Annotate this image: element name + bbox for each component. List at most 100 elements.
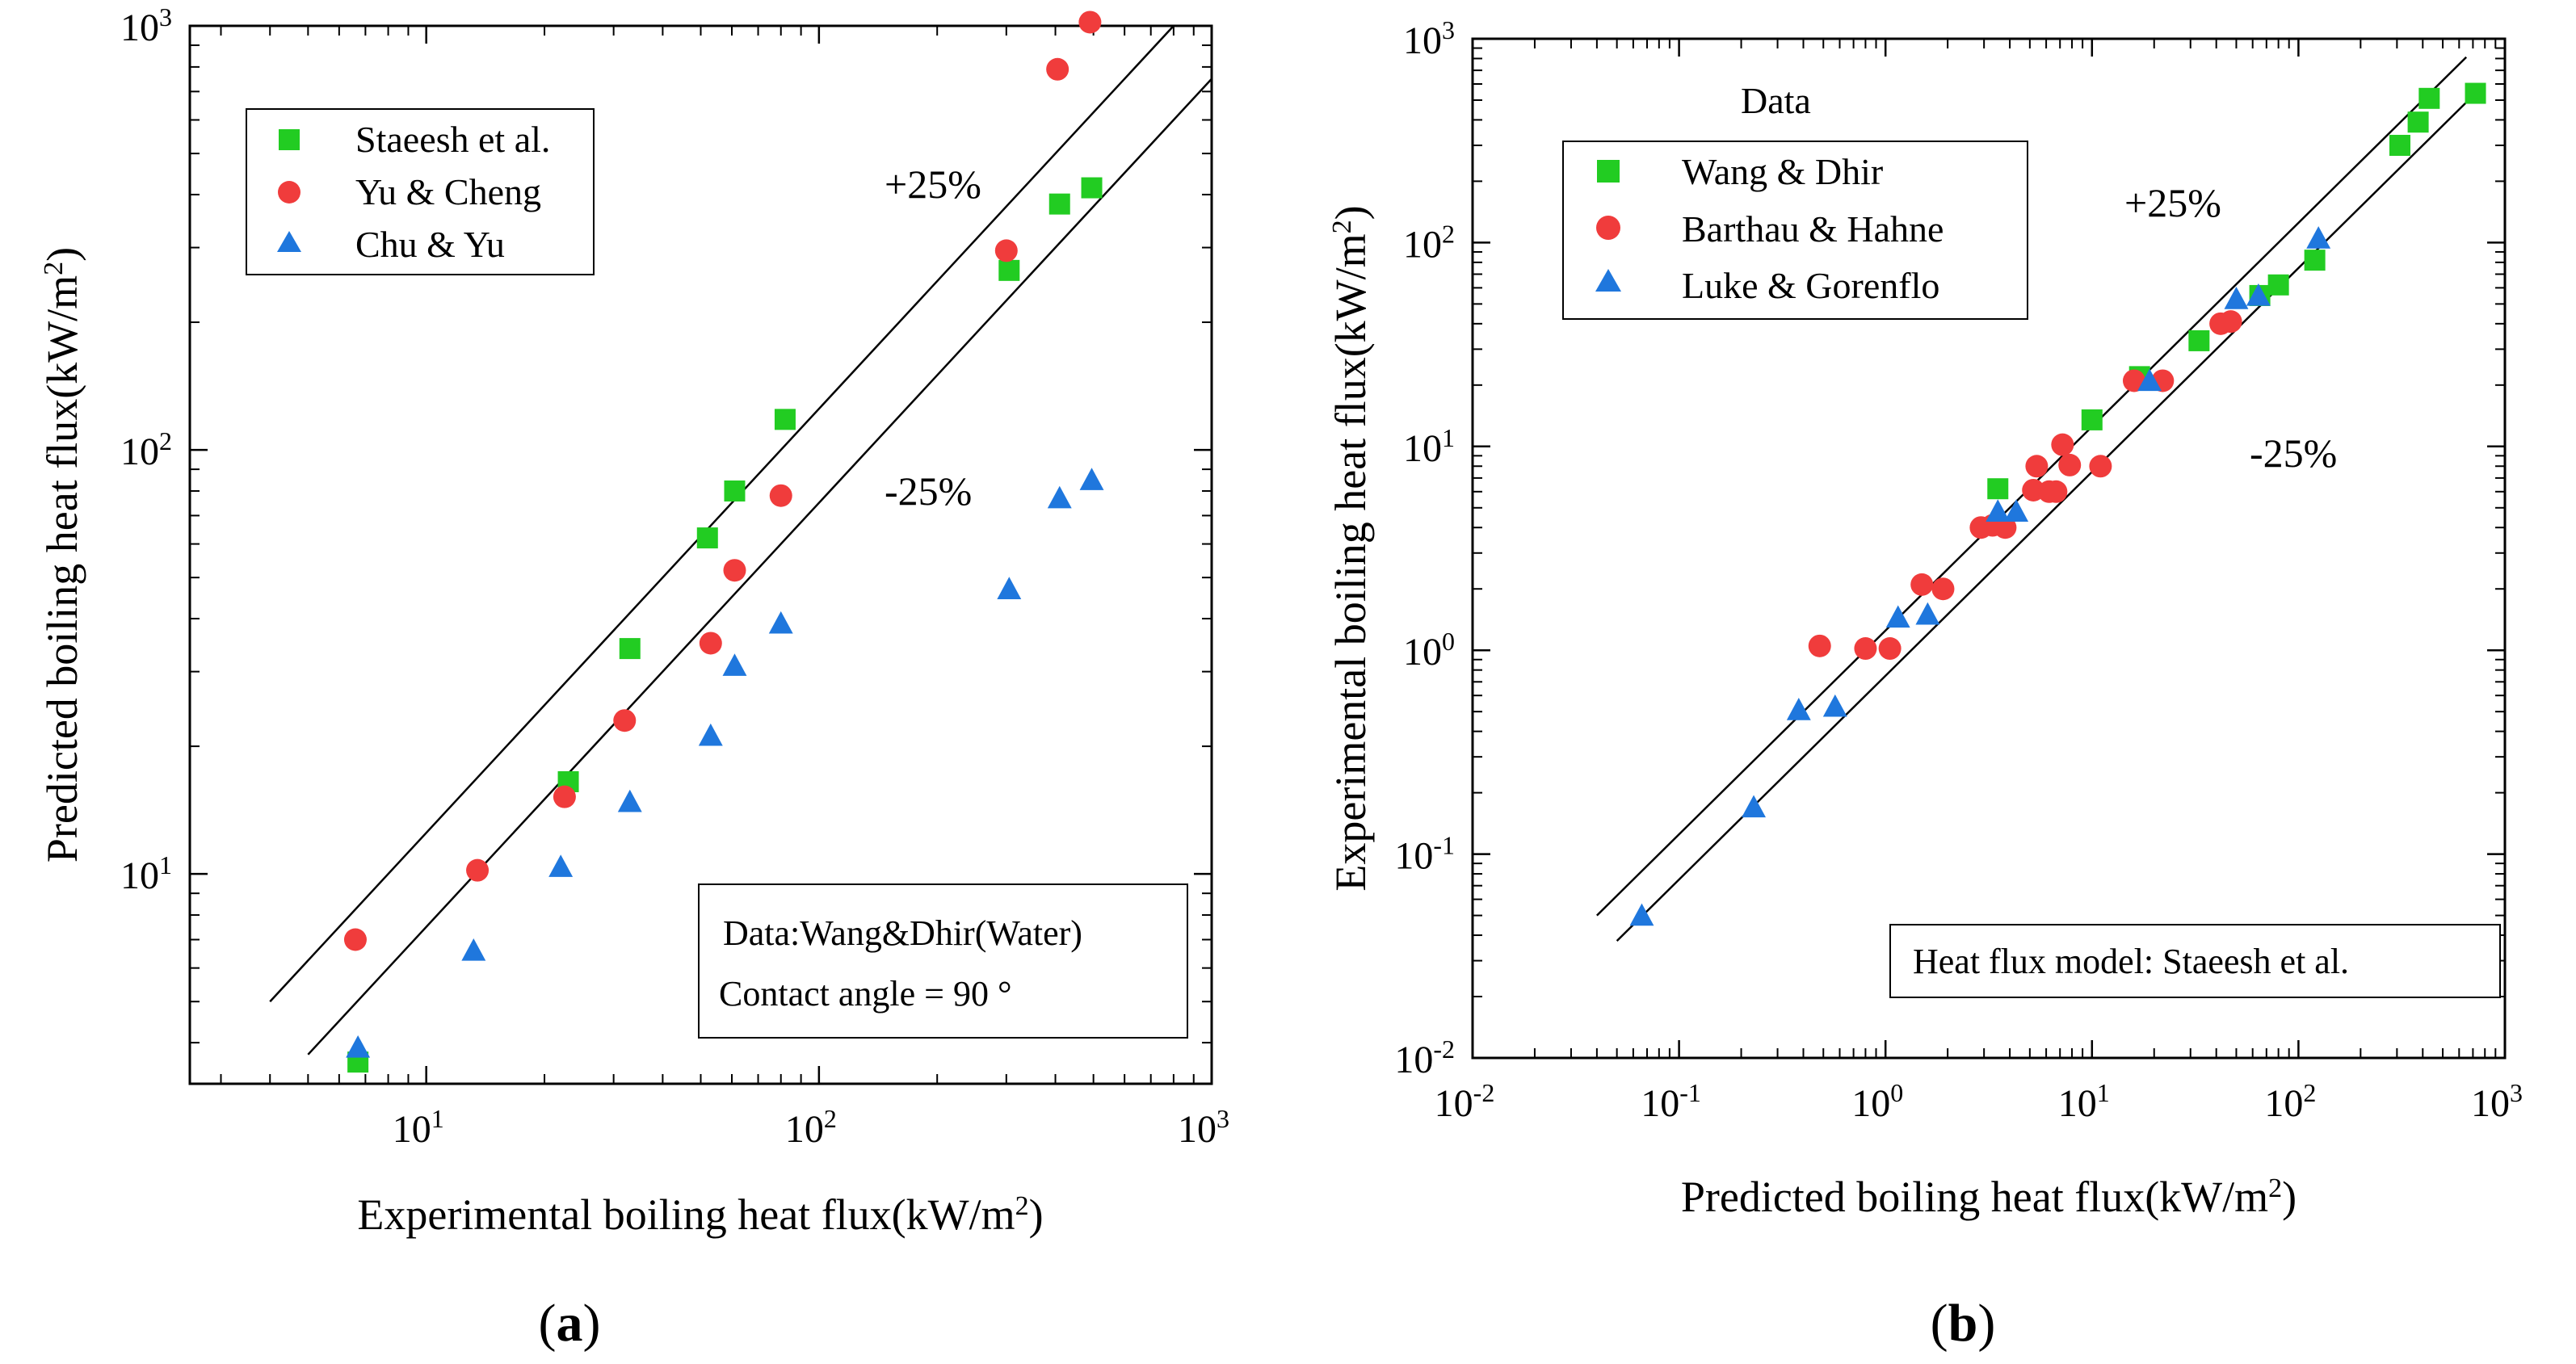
data-point-yu-cheng <box>613 709 637 732</box>
data-point-chu-yu <box>1047 485 1072 509</box>
panel-b-note-box <box>1889 924 2501 998</box>
panel-a-x-axis-label: Experimental boiling heat flux(kW/m2) <box>357 1190 1043 1239</box>
data-point-luke-gorenflo <box>1629 903 1654 926</box>
panel-b-points <box>1629 82 2486 926</box>
panel-a-minus25-label: -25% <box>885 468 972 514</box>
panel-a-plus25-label: +25% <box>885 162 981 207</box>
data-point-yu-cheng <box>343 928 367 951</box>
panel-a-legend-box <box>246 108 595 275</box>
panel-b-legend-title: Data <box>1741 80 1811 121</box>
data-point-staeesh-et-al <box>1081 177 1103 199</box>
data-point-wang-dhir <box>1987 478 2009 500</box>
data-point-barthau-hahne <box>2044 480 2068 503</box>
data-point-wang-dhir <box>2304 250 2326 271</box>
data-point-barthau-hahne <box>2089 455 2112 478</box>
legend-label-staeesh: Staeesh et al. <box>355 119 550 160</box>
data-point-yu-cheng <box>466 858 490 882</box>
data-point-staeesh-et-al <box>724 480 746 502</box>
legend-marker-yu-cheng <box>278 181 300 204</box>
data-point-wang-dhir <box>2407 111 2429 133</box>
legend-label-barthau-hahne: Barthau & Hahne <box>1682 208 1944 250</box>
legend-label-chu-yu: Chu & Yu <box>355 224 505 265</box>
panel-b-minus25-label: -25% <box>2250 430 2337 476</box>
y-tick-label: 101 <box>1403 423 1455 470</box>
data-point-wang-dhir <box>2267 274 2289 296</box>
data-point-staeesh-et-al <box>619 638 641 660</box>
data-point-chu-yu <box>698 723 723 746</box>
data-point-staeesh-et-al <box>774 409 796 430</box>
reference-line-plus25 <box>269 25 1175 1003</box>
legend-label-yu-cheng: Yu & Cheng <box>355 171 541 212</box>
data-point-barthau-hahne <box>1808 634 1831 657</box>
data-point-chu-yu <box>722 653 747 676</box>
data-point-luke-gorenflo <box>1915 602 1940 625</box>
data-point-luke-gorenflo <box>1885 605 1910 628</box>
panel-b-x-axis-label: Predicted boiling heat flux(kW/m2) <box>1681 1173 2297 1221</box>
data-point-chu-yu <box>461 938 486 961</box>
data-point-barthau-hahne <box>1854 637 1877 661</box>
data-point-barthau-hahne <box>1931 577 1955 601</box>
legend-marker-staeesh <box>279 129 300 150</box>
legend-marker-barthau-hahne <box>1596 216 1620 240</box>
legend-marker-chu-yu <box>277 231 301 252</box>
panel-b-legend-box <box>1562 141 2028 320</box>
data-point-luke-gorenflo <box>1786 698 1811 720</box>
panel-a-note-line2: Contact angle = 90 ° <box>719 974 1012 1014</box>
data-point-luke-gorenflo <box>2137 368 2162 392</box>
data-point-yu-cheng <box>553 785 576 808</box>
reference-line-minus25 <box>1616 83 2486 942</box>
data-point-wang-dhir <box>2081 409 2103 430</box>
data-point-chu-yu <box>1079 468 1104 490</box>
data-point-chu-yu <box>617 789 642 812</box>
panel-a-note-line1: Data:Wang&Dhir(Water) <box>723 913 1082 953</box>
data-point-barthau-hahne <box>1878 637 1902 661</box>
data-point-barthau-hahne <box>2051 433 2074 456</box>
data-point-luke-gorenflo <box>2246 283 2271 306</box>
legend-label-luke-gorenflo: Luke & Gorenflo <box>1682 265 1939 306</box>
panel-b-plot-frame <box>1471 37 2507 1060</box>
data-point-wang-dhir <box>2418 87 2440 109</box>
data-point-luke-gorenflo <box>1822 694 1847 717</box>
legend-label-wang-dhir: Wang & Dhir <box>1682 151 1883 192</box>
data-point-yu-cheng <box>723 559 746 582</box>
data-point-wang-dhir <box>2465 82 2486 104</box>
legend-marker-luke-gorenflo <box>1595 269 1621 292</box>
data-point-barthau-hahne <box>1910 573 1934 596</box>
data-point-luke-gorenflo <box>2224 287 2249 309</box>
data-point-barthau-hahne <box>2219 310 2242 334</box>
data-point-chu-yu <box>997 577 1022 599</box>
data-point-yu-cheng <box>1046 57 1069 81</box>
data-point-barthau-hahne <box>2122 369 2145 392</box>
panel-b-y-axis-label: Experimental boiling heat flux(kW/m2) <box>1326 205 1375 891</box>
data-point-yu-cheng <box>994 239 1018 262</box>
data-point-staeesh-et-al <box>1048 193 1070 215</box>
data-point-barthau-hahne <box>1994 516 2017 539</box>
data-point-barthau-hahne <box>2025 455 2049 478</box>
data-point-chu-yu <box>768 611 793 634</box>
data-point-luke-gorenflo <box>2004 499 2029 522</box>
data-point-luke-gorenflo <box>2306 226 2331 249</box>
data-point-luke-gorenflo <box>1986 499 2011 522</box>
data-point-chu-yu <box>346 1035 371 1058</box>
panel-a-ref-lines <box>269 25 1212 1056</box>
panel-b-plus25-label: +25% <box>2124 180 2221 225</box>
reference-line-minus25 <box>307 78 1212 1056</box>
data-point-wang-dhir <box>2188 329 2210 351</box>
panel-b-caption: (b) <box>1931 1294 1996 1353</box>
panel-a-caption: (a) <box>539 1294 601 1353</box>
data-point-yu-cheng <box>1078 10 1102 34</box>
data-point-staeesh-et-al <box>998 259 1020 281</box>
data-point-chu-yu <box>548 854 574 877</box>
data-point-luke-gorenflo <box>1742 795 1767 818</box>
panel-a-note-box <box>698 883 1188 1039</box>
panel-b-note-line1: Heat flux model: Staeesh et al. <box>1913 942 2349 981</box>
data-point-staeesh-et-al <box>696 527 718 549</box>
panel-b: 10-2 10-1 100 101 102 10310-210-1100101102103… <box>1326 15 2523 1353</box>
panel-a-points <box>343 10 1104 1073</box>
data-point-yu-cheng <box>769 484 792 507</box>
legend-marker-wang-dhir <box>1597 160 1620 183</box>
data-point-wang-dhir <box>2389 134 2410 156</box>
data-point-barthau-hahne <box>2058 453 2082 476</box>
